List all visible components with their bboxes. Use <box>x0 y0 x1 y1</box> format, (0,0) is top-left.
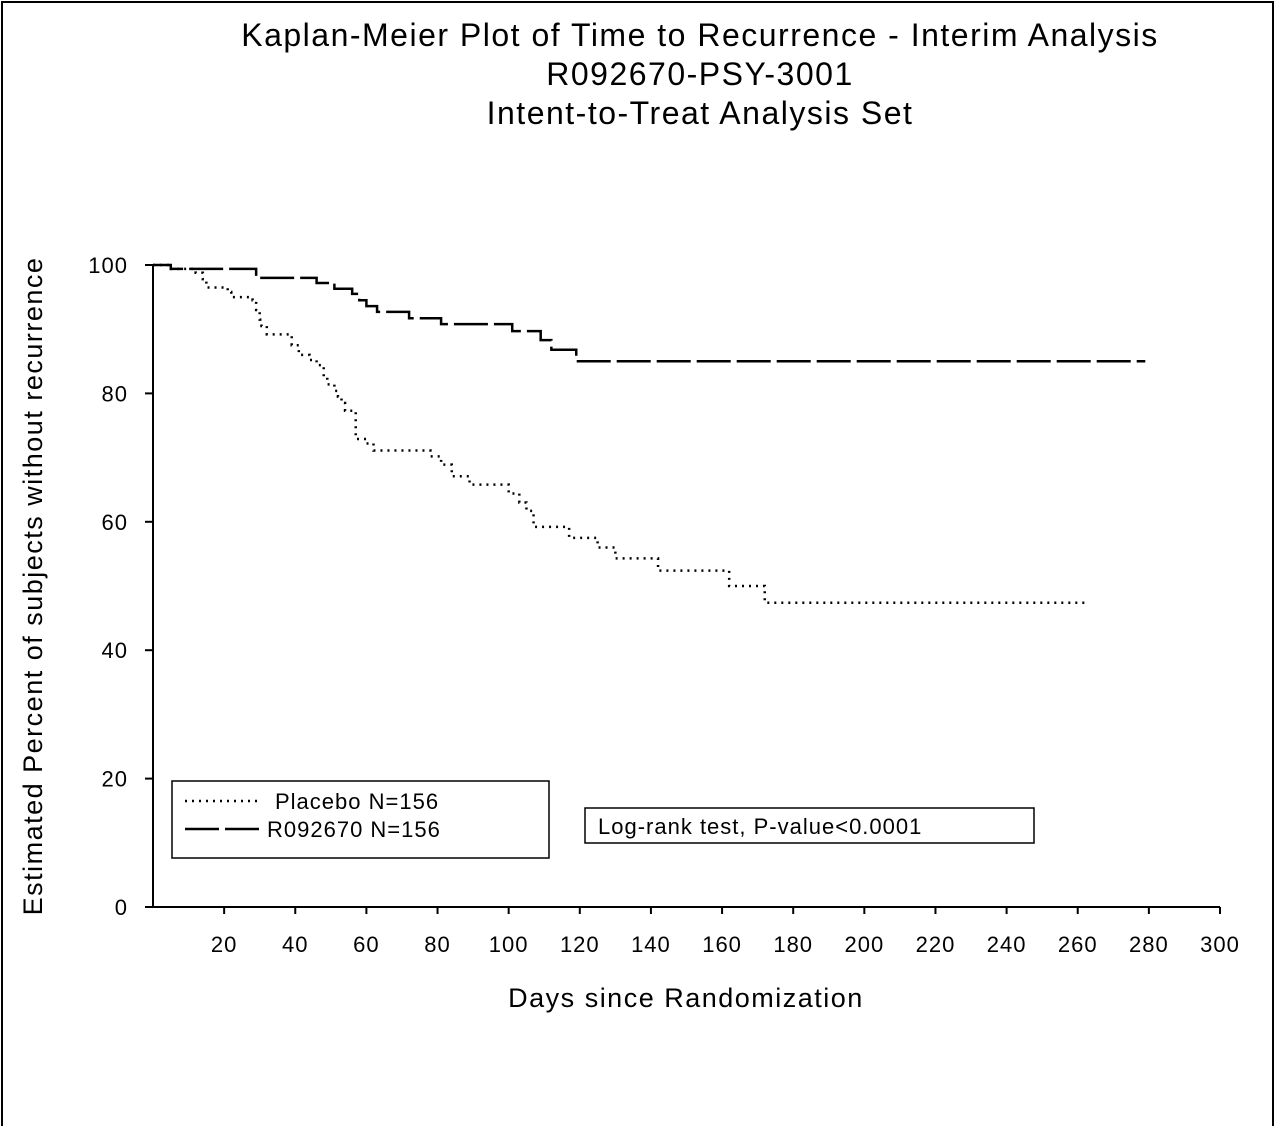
km-curve <box>153 263 1146 363</box>
chart-subtitle: Intent-to-Treat Analysis Set <box>487 95 914 131</box>
legend-label: R092670 N=156 <box>267 817 441 842</box>
x-tick-label: 140 <box>631 932 671 957</box>
x-tick-label: 80 <box>424 932 450 957</box>
legend-box <box>171 780 550 859</box>
legend-label: Placebo N=156 <box>275 789 439 814</box>
chart-title: Kaplan-Meier Plot of Time to Recurrence … <box>241 17 1159 53</box>
x-tick-label: 60 <box>353 932 379 957</box>
y-tick-label: 100 <box>88 253 128 278</box>
x-tick-label: 220 <box>916 932 956 957</box>
y-tick-label: 80 <box>102 381 128 406</box>
y-tick-label: 0 <box>115 895 128 920</box>
x-tick-label: 300 <box>1200 932 1240 957</box>
x-tick-label: 100 <box>489 932 529 957</box>
y-tick-label: 60 <box>102 510 128 535</box>
y-tick-label: 40 <box>102 638 128 663</box>
km-curve <box>153 263 1089 604</box>
x-tick-label: 260 <box>1058 932 1098 957</box>
y-tick-label: 20 <box>102 767 128 792</box>
x-tick-label: 180 <box>773 932 813 957</box>
y-axis-label: Estimated Percent of subjects without re… <box>18 257 48 916</box>
x-tick-label: 120 <box>560 932 600 957</box>
x-tick-label: 40 <box>282 932 308 957</box>
x-tick-label: 20 <box>211 932 237 957</box>
x-tick-label: 240 <box>987 932 1027 957</box>
chart-subtitle: R092670-PSY-3001 <box>546 56 853 92</box>
x-tick-label: 160 <box>702 932 742 957</box>
x-axis-label: Days since Randomization <box>508 983 864 1013</box>
annotation-box <box>584 807 1035 844</box>
x-tick-label: 200 <box>844 932 884 957</box>
x-tick-label: 280 <box>1129 932 1169 957</box>
annotation: Log-rank test, P-value<0.0001 <box>598 814 922 839</box>
